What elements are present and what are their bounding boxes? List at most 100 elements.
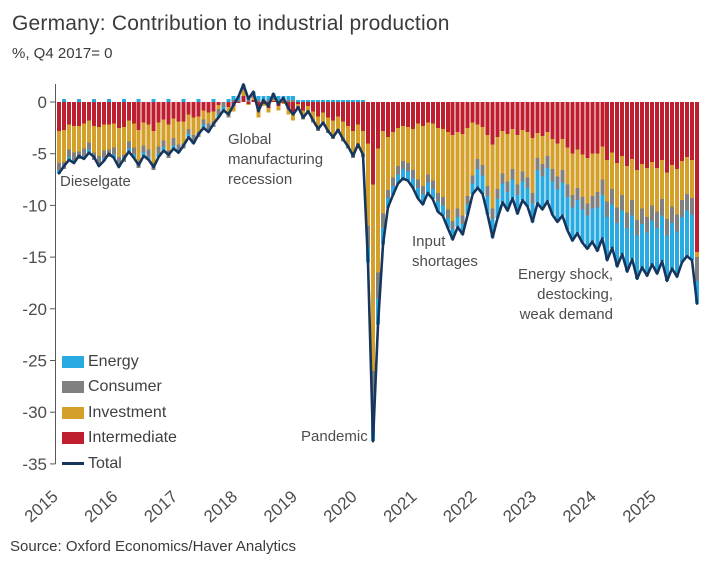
bar-segment (645, 232, 650, 276)
bar-segment (500, 173, 505, 184)
bar-segment (221, 102, 226, 108)
y-tick-label: -10 (22, 196, 47, 215)
bar-segment (385, 189, 390, 199)
bar-segment (425, 182, 430, 193)
bar-segment (405, 171, 410, 181)
y-tick-label: -30 (22, 403, 47, 422)
bar-segment (635, 102, 640, 171)
x-tick-label: 2021 (380, 487, 421, 526)
bar-segment (336, 116, 341, 129)
bar-segment (356, 124, 361, 144)
bar-segment (460, 102, 465, 135)
bar-segment (316, 102, 321, 117)
bar-segment (256, 110, 261, 118)
bar-segment (665, 218, 670, 236)
x-tick-label: 2015 (21, 487, 62, 526)
bar-segment (445, 102, 450, 132)
bar-segment (689, 214, 694, 261)
bar-segment (331, 99, 336, 102)
bar-segment (96, 126, 101, 156)
bar-segment (400, 125, 405, 161)
bar-segment (465, 127, 470, 197)
bar-segment (440, 128, 445, 198)
bar-segment (151, 102, 156, 131)
bar-segment (136, 102, 141, 130)
bar-segment (231, 95, 236, 100)
bar-segment (510, 128, 515, 170)
bar-segment (684, 210, 689, 257)
y-tick-label: -20 (22, 300, 47, 319)
bar-segment (66, 156, 71, 160)
bar-segment (650, 102, 655, 162)
bar-segment (106, 124, 111, 150)
bar-segment (86, 142, 91, 150)
bar-segment (81, 102, 86, 124)
bar-segment (490, 144, 495, 209)
bar-segment (465, 102, 470, 128)
bar-segment (196, 116, 201, 132)
bar-segment (660, 215, 665, 262)
bar-segment (296, 99, 301, 102)
bar-segment (361, 130, 366, 154)
bar-segment (326, 117, 331, 130)
bar-segment (655, 228, 660, 274)
bar-segment (590, 153, 595, 197)
bar-segment (136, 129, 141, 161)
bar-segment (176, 102, 181, 122)
bar-segment (410, 178, 415, 188)
bar-segment (545, 102, 550, 132)
total-line-swatch-icon (62, 462, 84, 466)
bar-segment (256, 95, 261, 100)
bar-segment (380, 102, 385, 131)
bar-segment (515, 195, 520, 214)
bar-segment (375, 102, 380, 149)
bar-segment (525, 187, 530, 207)
bar-segment (251, 97, 256, 100)
bar-segment (301, 110, 306, 117)
bar-segment (186, 102, 191, 115)
bar-segment (370, 102, 375, 185)
bar-segment (400, 169, 405, 179)
bar-segment (286, 109, 291, 115)
bar-segment (76, 98, 81, 102)
bar-segment (495, 102, 500, 138)
bar-segment (455, 102, 460, 132)
bar-segment (271, 100, 276, 102)
bar-segment (226, 98, 231, 102)
bar-segment (500, 183, 505, 203)
bar-segment (615, 222, 620, 267)
x-tick-label: 2018 (200, 487, 241, 526)
bar-segment (635, 235, 640, 279)
bar-segment (57, 102, 61, 131)
bar-segment (415, 187, 420, 199)
bar-segment (600, 146, 605, 180)
bar-segment (684, 156, 689, 195)
bar-segment (375, 272, 380, 299)
bar-segment (680, 102, 684, 161)
bar-segment (171, 138, 176, 146)
bar-segment (196, 98, 201, 102)
bar-segment (316, 99, 321, 102)
bar-segment (440, 197, 445, 206)
bar-segment (425, 102, 430, 123)
bar-segment (550, 169, 555, 182)
bar-segment (630, 200, 635, 216)
bar-segment (585, 215, 590, 249)
bar-segment (550, 139, 555, 170)
bar-segment (595, 153, 600, 192)
bar-segment (321, 102, 326, 113)
bar-segment (410, 170, 415, 179)
bar-segment (575, 102, 580, 150)
bar-segment (236, 99, 241, 102)
bar-segment (91, 125, 96, 153)
bar-segment (684, 194, 689, 211)
bar-segment (311, 111, 316, 120)
bar-segment (570, 153, 575, 196)
bar-segment (440, 102, 445, 129)
bar-segment (71, 125, 76, 153)
x-axis: 2015 2016 2017 2018 2019 2020 2021 2022 2023 2024… (21, 487, 660, 526)
bar-segment (231, 106, 236, 112)
bar-segment (206, 112, 211, 124)
bar-segment (400, 160, 405, 170)
bar-segment (520, 181, 525, 201)
